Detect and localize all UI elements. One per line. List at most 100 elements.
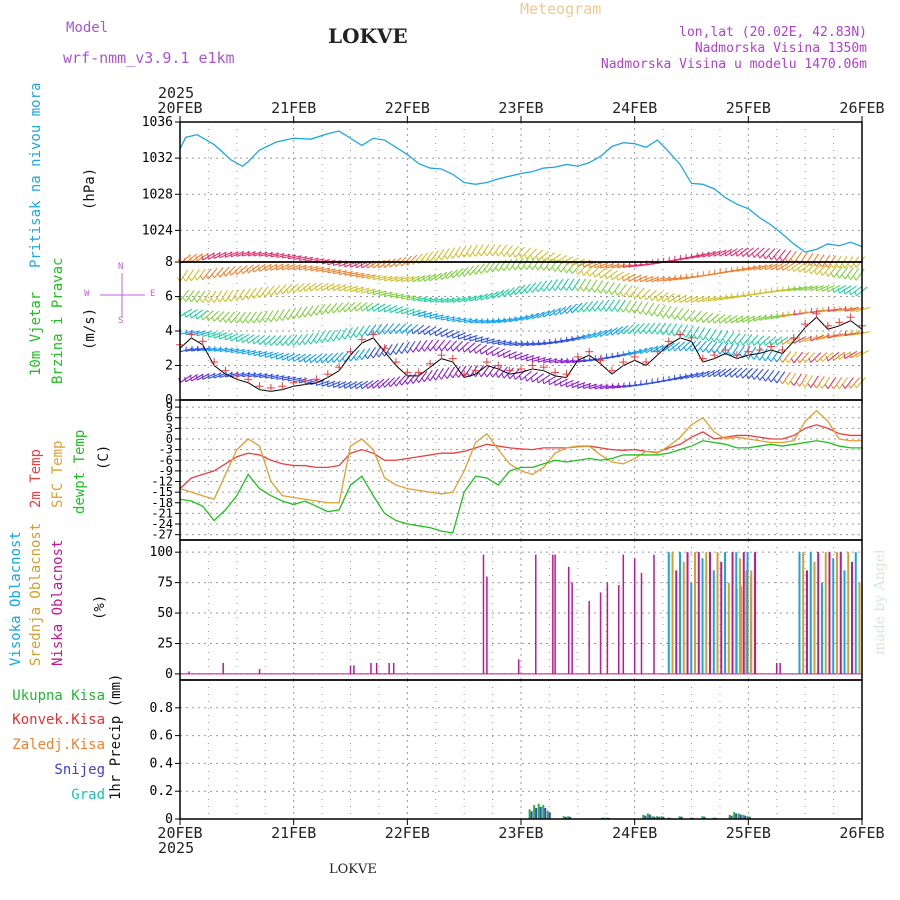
- wind-barb: [753, 315, 768, 322]
- precip-snow-bar: [548, 812, 551, 819]
- cloud-unit: (%): [92, 594, 108, 620]
- wind-barb-feather: [375, 352, 380, 358]
- wind-barb-feather: [297, 356, 300, 363]
- wind-barb: [765, 263, 779, 271]
- wind-barb: [605, 299, 615, 312]
- wind-barb-feather: [654, 329, 658, 335]
- wind-barb: [810, 263, 822, 275]
- wind-barb-feather: [792, 266, 795, 272]
- wind-barb: [463, 334, 478, 341]
- precip-total-bar: [655, 816, 658, 819]
- wind-barb-feather: [279, 340, 283, 346]
- wind-barb-feather: [449, 254, 454, 259]
- wind-barb: [719, 368, 732, 378]
- wind-barb-feather: [409, 379, 414, 384]
- precip-snow-bar: [648, 814, 651, 819]
- year-bottom: 2025: [158, 839, 195, 857]
- wind-barb: [549, 377, 562, 386]
- wind-barb-feather: [495, 372, 499, 378]
- wind-barb-feather: [801, 382, 806, 388]
- wind-barb-feather: [730, 293, 733, 299]
- wind-barb-feather: [217, 317, 221, 323]
- wind-barb-feather: [228, 318, 232, 324]
- wind-barb: [645, 276, 660, 283]
- wind-ylabel2: Brzina i Pravac: [50, 257, 66, 384]
- ytick-label: -24: [151, 517, 173, 531]
- wind-barb: [668, 341, 681, 352]
- wind-barb-feather: [813, 262, 817, 267]
- wind-barb: [225, 289, 234, 303]
- wind-barb-feather: [298, 377, 301, 383]
- wind-barb-feather: [847, 383, 852, 389]
- wind-barb: [679, 308, 690, 321]
- wind-barb-feather: [338, 269, 341, 275]
- wind-barb-feather: [699, 335, 704, 341]
- wind-barb-feather: [668, 275, 670, 281]
- wind-barb: [691, 310, 702, 322]
- wind-barb-feather: [608, 306, 613, 312]
- wind-barb-feather: [750, 355, 755, 360]
- wind-barb: [264, 335, 276, 346]
- wind-barb: [736, 367, 748, 379]
- wind-barb: [412, 310, 427, 317]
- panel-frame: [179, 539, 863, 681]
- wind-barb-feather: [713, 251, 715, 257]
- wind-barb-feather: [474, 295, 477, 301]
- wind-barb: [776, 262, 790, 271]
- wind-barb: [560, 304, 572, 315]
- wind-barb-feather: [506, 265, 511, 271]
- wind-barb: [588, 300, 599, 312]
- wind-barb: [242, 288, 251, 301]
- wind-barb-feather: [557, 267, 562, 273]
- wind-barb: [696, 311, 708, 323]
- wind-barb: [622, 300, 632, 313]
- wind-barb: [373, 290, 387, 296]
- wind-barb-feather: [475, 318, 477, 324]
- station-title: LOKVE: [328, 24, 408, 48]
- wind-barb-feather: [673, 255, 676, 261]
- wind-barb-feather: [600, 383, 602, 389]
- wind-barb-feather: [211, 316, 215, 322]
- wind-barb: [793, 262, 806, 272]
- wind-barb: [651, 276, 666, 283]
- wind-barb: [355, 380, 369, 390]
- wind-barb-feather: [656, 377, 659, 383]
- wind-barb: [702, 296, 717, 303]
- wind-barb: [446, 330, 461, 338]
- wind-barb: [833, 285, 847, 293]
- wind-barb-feather: [313, 310, 317, 316]
- wind-barb: [623, 273, 636, 282]
- wind-barb: [509, 245, 520, 258]
- credit-label: made by Angel: [872, 549, 888, 656]
- wind-barb-feather: [468, 296, 471, 302]
- wind-barb-feather: [417, 276, 420, 282]
- wind-barb-feather: [398, 349, 403, 354]
- wind-barb: [799, 262, 811, 273]
- wind-barb: [742, 247, 754, 257]
- wind-barb: [259, 335, 271, 345]
- wind-barb: [480, 365, 490, 378]
- wind-barb: [230, 289, 240, 302]
- wind-barb-feather: [190, 346, 193, 352]
- wind-barb-feather: [619, 307, 624, 313]
- wind-barb: [691, 340, 702, 352]
- wind-barb-feather: [739, 340, 744, 346]
- wind-barb-feather: [764, 288, 767, 294]
- wind-barb: [787, 250, 797, 263]
- wind-barb-feather: [404, 348, 408, 354]
- wind-barb: [651, 303, 660, 316]
- wind-barb: [673, 323, 683, 337]
- xtick-label-top: 24FEB: [612, 99, 657, 117]
- wind-barb: [719, 314, 732, 324]
- wind-barb-feather: [296, 340, 300, 346]
- wind-barb: [583, 265, 594, 276]
- xtick-label-bottom: 26FEB: [839, 824, 884, 842]
- wind-barb-feather: [854, 290, 857, 296]
- wind-barb: [208, 251, 221, 260]
- wind-barb: [179, 374, 192, 384]
- wind-barb-feather: [479, 294, 482, 301]
- wind-barb: [833, 266, 843, 278]
- wind-barb-feather: [335, 335, 340, 341]
- wind-barb-feather: [513, 374, 516, 380]
